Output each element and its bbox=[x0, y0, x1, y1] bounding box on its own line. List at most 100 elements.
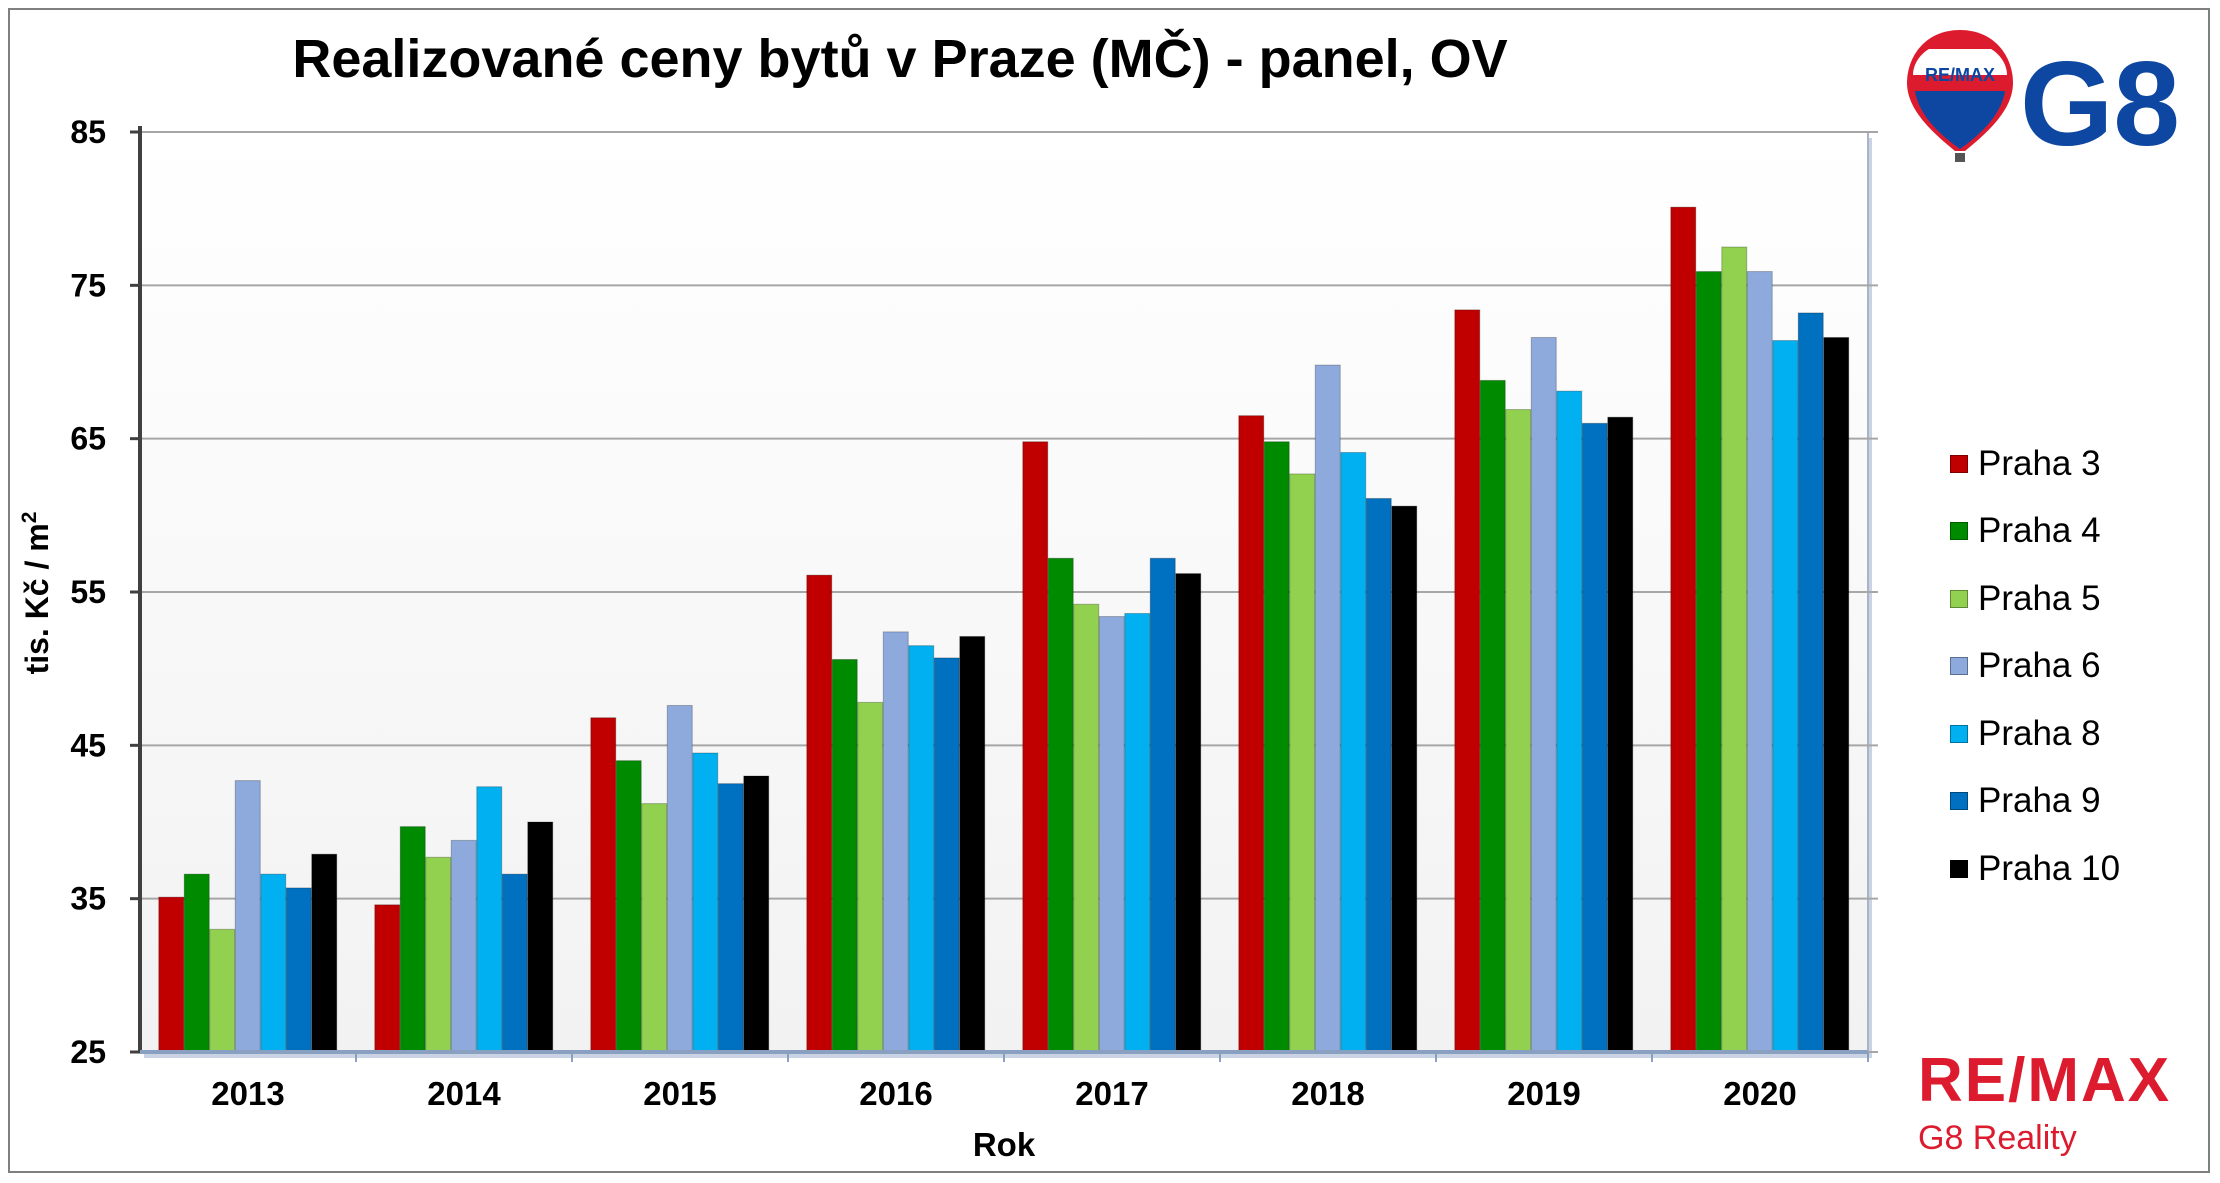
legend-swatch bbox=[1950, 859, 1968, 878]
bar bbox=[743, 775, 770, 1053]
legend: Praha 3 Praha 4 Praha 5 Praha 6 Praha 8 Praha… bbox=[1950, 430, 2120, 903]
bar bbox=[260, 873, 287, 1053]
bar bbox=[234, 780, 261, 1053]
bar bbox=[1365, 497, 1392, 1053]
bar bbox=[1238, 415, 1265, 1053]
balloon-text: RE/MAX bbox=[1925, 65, 1995, 85]
legend-swatch bbox=[1950, 792, 1968, 811]
bar bbox=[1556, 390, 1583, 1053]
bar bbox=[183, 873, 210, 1053]
y-tick-label: 45 bbox=[70, 727, 106, 763]
y-tick-label: 85 bbox=[70, 114, 106, 150]
bar bbox=[1721, 246, 1748, 1053]
bar bbox=[1073, 603, 1100, 1053]
bar bbox=[1340, 451, 1367, 1053]
bar bbox=[831, 658, 858, 1053]
bar bbox=[311, 853, 338, 1053]
bar bbox=[590, 717, 617, 1053]
x-axis-label: Rok bbox=[973, 1126, 1036, 1163]
y-tick-label: 35 bbox=[70, 881, 106, 917]
x-tick-label: 2015 bbox=[643, 1075, 716, 1112]
bar bbox=[501, 873, 528, 1053]
bar bbox=[1695, 271, 1722, 1053]
legend-label: Praha 4 bbox=[1978, 511, 2101, 551]
legend-item: Praha 8 bbox=[1950, 700, 2120, 768]
bar bbox=[285, 887, 312, 1053]
bar bbox=[882, 631, 909, 1053]
bar bbox=[374, 904, 401, 1053]
legend-item: Praha 10 bbox=[1950, 835, 2120, 903]
remax-balloon-icon: RE/MAX bbox=[1907, 30, 2013, 162]
x-tick-label: 2017 bbox=[1075, 1075, 1148, 1112]
bar bbox=[450, 839, 477, 1053]
bar bbox=[1797, 312, 1824, 1053]
bar bbox=[209, 928, 236, 1053]
bar bbox=[527, 821, 554, 1053]
bar bbox=[1505, 409, 1532, 1053]
y-tick-label: 75 bbox=[70, 267, 106, 303]
legend-swatch bbox=[1950, 454, 1968, 473]
bar bbox=[641, 803, 668, 1053]
remax-g8-logo: RE/MAX G8 bbox=[1907, 30, 2180, 165]
x-tick-label: 2018 bbox=[1291, 1075, 1364, 1112]
bar bbox=[1175, 573, 1202, 1053]
y-tick-label: 25 bbox=[70, 1034, 106, 1070]
bar bbox=[1289, 473, 1316, 1053]
bar bbox=[908, 645, 935, 1053]
bar bbox=[1530, 336, 1557, 1053]
bar bbox=[1149, 557, 1176, 1053]
x-tick-label: 2013 bbox=[211, 1075, 284, 1112]
legend-item: Praha 5 bbox=[1950, 565, 2120, 633]
legend-swatch bbox=[1950, 724, 1968, 743]
bar bbox=[1263, 441, 1290, 1053]
x-tick-label: 2016 bbox=[859, 1075, 932, 1112]
bar bbox=[476, 786, 503, 1053]
bar bbox=[666, 704, 693, 1053]
bar bbox=[717, 783, 744, 1053]
bar bbox=[959, 635, 986, 1053]
bar bbox=[1607, 416, 1634, 1053]
x-tick-label: 2014 bbox=[427, 1075, 501, 1112]
bar bbox=[1124, 612, 1151, 1053]
bar bbox=[806, 574, 833, 1053]
legend-swatch bbox=[1950, 522, 1968, 541]
bar bbox=[1454, 309, 1481, 1053]
legend-item: Praha 4 bbox=[1950, 498, 2120, 566]
bar bbox=[1479, 379, 1506, 1053]
bar bbox=[1098, 616, 1125, 1053]
bar bbox=[692, 752, 719, 1053]
legend-item: Praha 6 bbox=[1950, 633, 2120, 701]
legend-swatch bbox=[1950, 589, 1968, 608]
bar bbox=[1047, 557, 1074, 1053]
bar bbox=[933, 657, 960, 1053]
legend-label: Praha 8 bbox=[1978, 713, 2101, 753]
legend-label: Praha 3 bbox=[1978, 443, 2101, 483]
y-tick-label: 65 bbox=[70, 421, 106, 457]
remax-wordmark: RE/MAX bbox=[1918, 1046, 2172, 1115]
g8-brand-text: G8 bbox=[2020, 37, 2180, 165]
bar bbox=[425, 856, 452, 1053]
bar bbox=[1823, 336, 1850, 1053]
legend-item: Praha 3 bbox=[1950, 430, 2120, 498]
x-tick-label: 2020 bbox=[1723, 1075, 1796, 1112]
y-axis-label: tis. Kč / m2 bbox=[18, 512, 55, 675]
remax-bottom-logo: RE/MAX G8 Reality bbox=[1918, 1050, 2171, 1158]
bar bbox=[1022, 441, 1049, 1053]
bar bbox=[615, 760, 642, 1053]
bar bbox=[1670, 206, 1697, 1053]
remax-subtitle: G8 Reality bbox=[1918, 1119, 2077, 1157]
bar bbox=[158, 896, 185, 1053]
bar bbox=[857, 701, 884, 1053]
bar bbox=[1772, 340, 1799, 1053]
bar bbox=[1314, 364, 1341, 1053]
x-tick-label: 2019 bbox=[1507, 1075, 1580, 1112]
legend-label: Praha 9 bbox=[1978, 781, 2101, 821]
bar bbox=[399, 826, 426, 1053]
legend-label: Praha 10 bbox=[1978, 848, 2121, 888]
bar bbox=[1581, 422, 1608, 1053]
legend-label: Praha 6 bbox=[1978, 646, 2101, 686]
bar bbox=[1746, 271, 1773, 1053]
legend-label: Praha 5 bbox=[1978, 578, 2101, 618]
legend-item: Praha 9 bbox=[1950, 768, 2120, 836]
